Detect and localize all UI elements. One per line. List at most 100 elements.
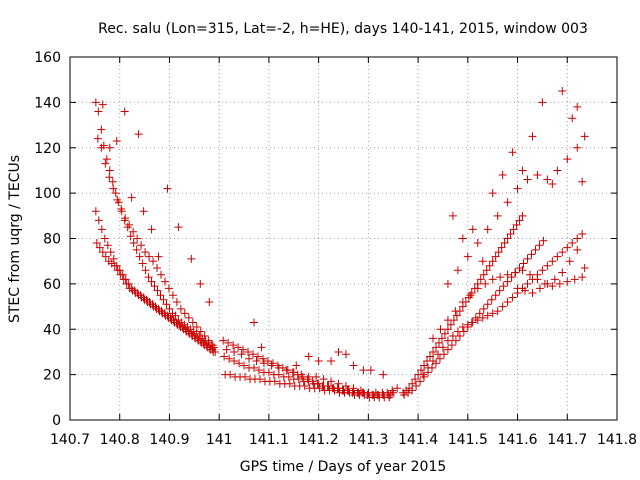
data-point <box>412 381 421 390</box>
data-point <box>565 257 574 266</box>
data-point <box>543 175 552 184</box>
data-point <box>117 205 126 214</box>
data-point <box>108 177 117 186</box>
y-axis-label: STEC from uqrg / TECUs <box>7 155 23 323</box>
data-point <box>330 386 339 395</box>
data-point <box>488 189 497 198</box>
data-point <box>535 284 544 293</box>
data-point <box>229 341 238 350</box>
x-tick-label: 141.8 <box>597 432 637 448</box>
data-point <box>255 375 264 384</box>
y-tick-label: 80 <box>43 232 61 248</box>
data-point <box>487 295 496 304</box>
data-point <box>491 291 500 300</box>
data-point <box>452 311 461 320</box>
data-point <box>334 379 343 388</box>
data-point <box>451 336 460 345</box>
data-point <box>270 377 279 386</box>
data-point <box>95 243 104 252</box>
data-point <box>468 318 477 327</box>
data-point <box>488 257 497 266</box>
data-point <box>488 309 497 318</box>
data-point <box>92 239 101 248</box>
data-point <box>443 279 452 288</box>
x-tick-label: 140.7 <box>50 432 90 448</box>
data-point <box>443 336 452 345</box>
data-point <box>134 130 143 139</box>
data-point <box>499 282 508 291</box>
data-point <box>257 343 266 352</box>
data-point <box>473 284 482 293</box>
y-tick-label: 40 <box>43 322 61 338</box>
data-point <box>200 332 209 341</box>
data-point <box>222 345 231 354</box>
data-point <box>466 291 475 300</box>
data-point <box>282 366 291 375</box>
data-point <box>513 184 522 193</box>
data-point <box>110 261 119 270</box>
data-point <box>254 366 263 375</box>
data-point <box>109 254 118 263</box>
data-point <box>93 134 102 143</box>
data-point <box>312 372 321 381</box>
data-point <box>116 270 125 279</box>
data-point <box>491 252 500 261</box>
data-point <box>97 225 106 234</box>
data-point <box>468 225 477 234</box>
data-point <box>192 322 201 331</box>
data-point <box>153 263 162 272</box>
y-tick-label: 0 <box>52 413 61 429</box>
data-point <box>100 234 109 243</box>
data-point <box>393 384 402 393</box>
data-point <box>453 266 462 275</box>
data-point <box>91 207 100 216</box>
data-point <box>429 347 438 356</box>
data-point <box>327 377 336 386</box>
data-point <box>129 239 138 248</box>
data-point <box>535 241 544 250</box>
data-point <box>147 277 156 286</box>
data-point <box>548 180 557 189</box>
data-point <box>157 270 166 279</box>
data-point <box>334 347 343 356</box>
data-point <box>558 248 567 257</box>
data-point <box>165 304 174 313</box>
data-point <box>154 252 163 261</box>
data-point <box>106 248 115 257</box>
data-point <box>447 341 456 350</box>
data-point <box>488 275 497 284</box>
data-point <box>508 293 517 302</box>
data-point <box>527 250 536 259</box>
data-point <box>141 248 150 257</box>
x-tick-label: 141.3 <box>348 432 388 448</box>
data-point <box>379 370 388 379</box>
data-point <box>147 225 156 234</box>
data-point <box>543 261 552 270</box>
data-point <box>426 352 435 361</box>
data-point <box>550 275 559 284</box>
data-point <box>253 352 262 361</box>
data-point <box>105 166 114 175</box>
data-point <box>235 359 244 368</box>
data-point <box>196 279 205 288</box>
y-tick-label: 20 <box>43 368 61 384</box>
data-point <box>105 143 114 152</box>
data-point <box>315 384 324 393</box>
data-point <box>230 347 239 356</box>
data-point <box>94 216 103 225</box>
data-point <box>220 352 229 361</box>
data-point <box>292 361 301 370</box>
data-point <box>249 318 258 327</box>
data-point <box>294 375 303 384</box>
data-point <box>105 173 114 182</box>
data-point <box>533 275 542 284</box>
data-point <box>205 298 214 307</box>
y-tick-label: 60 <box>43 277 61 293</box>
data-point <box>208 341 217 350</box>
data-point <box>431 343 440 352</box>
data-point <box>112 136 121 145</box>
data-point <box>364 388 373 397</box>
data-point <box>503 198 512 207</box>
data-point <box>149 257 158 266</box>
data-point <box>144 273 153 282</box>
